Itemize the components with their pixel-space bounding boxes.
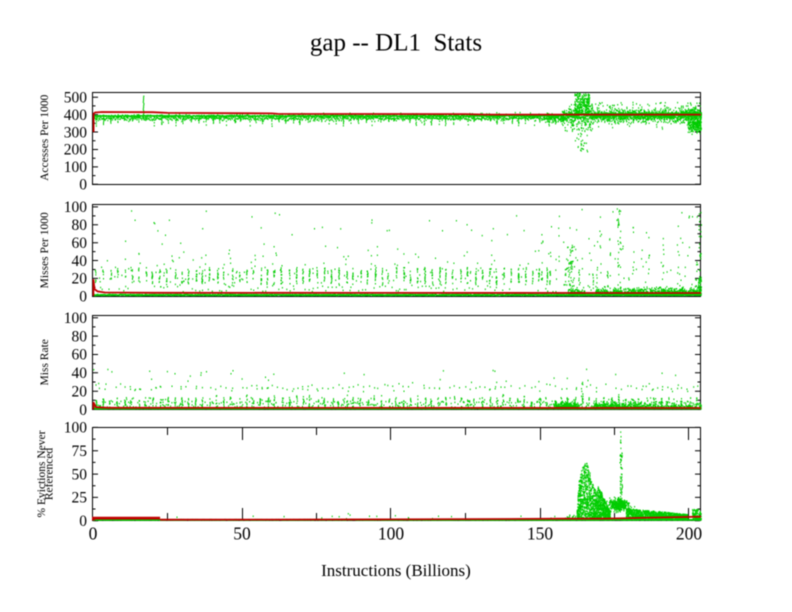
svg-text:100: 100 [378, 524, 405, 544]
svg-text:40: 40 [72, 365, 88, 382]
svg-text:500: 500 [64, 90, 88, 107]
svg-text:50: 50 [233, 524, 251, 544]
svg-text:300: 300 [64, 124, 88, 141]
svg-text:0: 0 [79, 177, 87, 194]
svg-text:25: 25 [72, 490, 88, 507]
svg-text:0: 0 [79, 402, 87, 419]
svg-text:40: 40 [72, 253, 88, 270]
svg-text:Accesses Per 1000: Accesses Per 1000 [39, 94, 51, 180]
svg-text:Referenced: Referenced [43, 448, 55, 501]
svg-text:60: 60 [72, 235, 88, 252]
svg-text:80: 80 [72, 217, 88, 234]
svg-text:100: 100 [64, 159, 88, 176]
svg-text:200: 200 [64, 142, 88, 159]
svg-text:150: 150 [527, 524, 554, 544]
svg-text:0: 0 [79, 289, 87, 306]
svg-text:Instructions (Billions): Instructions (Billions) [321, 561, 471, 580]
svg-text:400: 400 [64, 107, 88, 124]
svg-text:200: 200 [676, 524, 703, 544]
svg-text:0: 0 [79, 513, 87, 530]
svg-text:0: 0 [89, 524, 98, 544]
svg-text:50: 50 [72, 466, 88, 483]
svg-text:100: 100 [64, 199, 88, 216]
svg-text:75: 75 [72, 443, 88, 460]
svg-text:20: 20 [72, 383, 88, 400]
svg-text:100: 100 [64, 310, 88, 327]
svg-text:gap -- DL1 Stats: gap -- DL1 Stats [310, 30, 482, 57]
svg-text:80: 80 [72, 328, 88, 345]
svg-text:20: 20 [72, 271, 88, 288]
svg-text:Misses Per 1000: Misses Per 1000 [39, 212, 51, 288]
svg-text:Miss Rate: Miss Rate [39, 339, 51, 385]
svg-text:% Evictions Never: % Evictions Never [36, 430, 48, 517]
svg-text:100: 100 [64, 420, 88, 437]
svg-text:60: 60 [72, 347, 88, 364]
